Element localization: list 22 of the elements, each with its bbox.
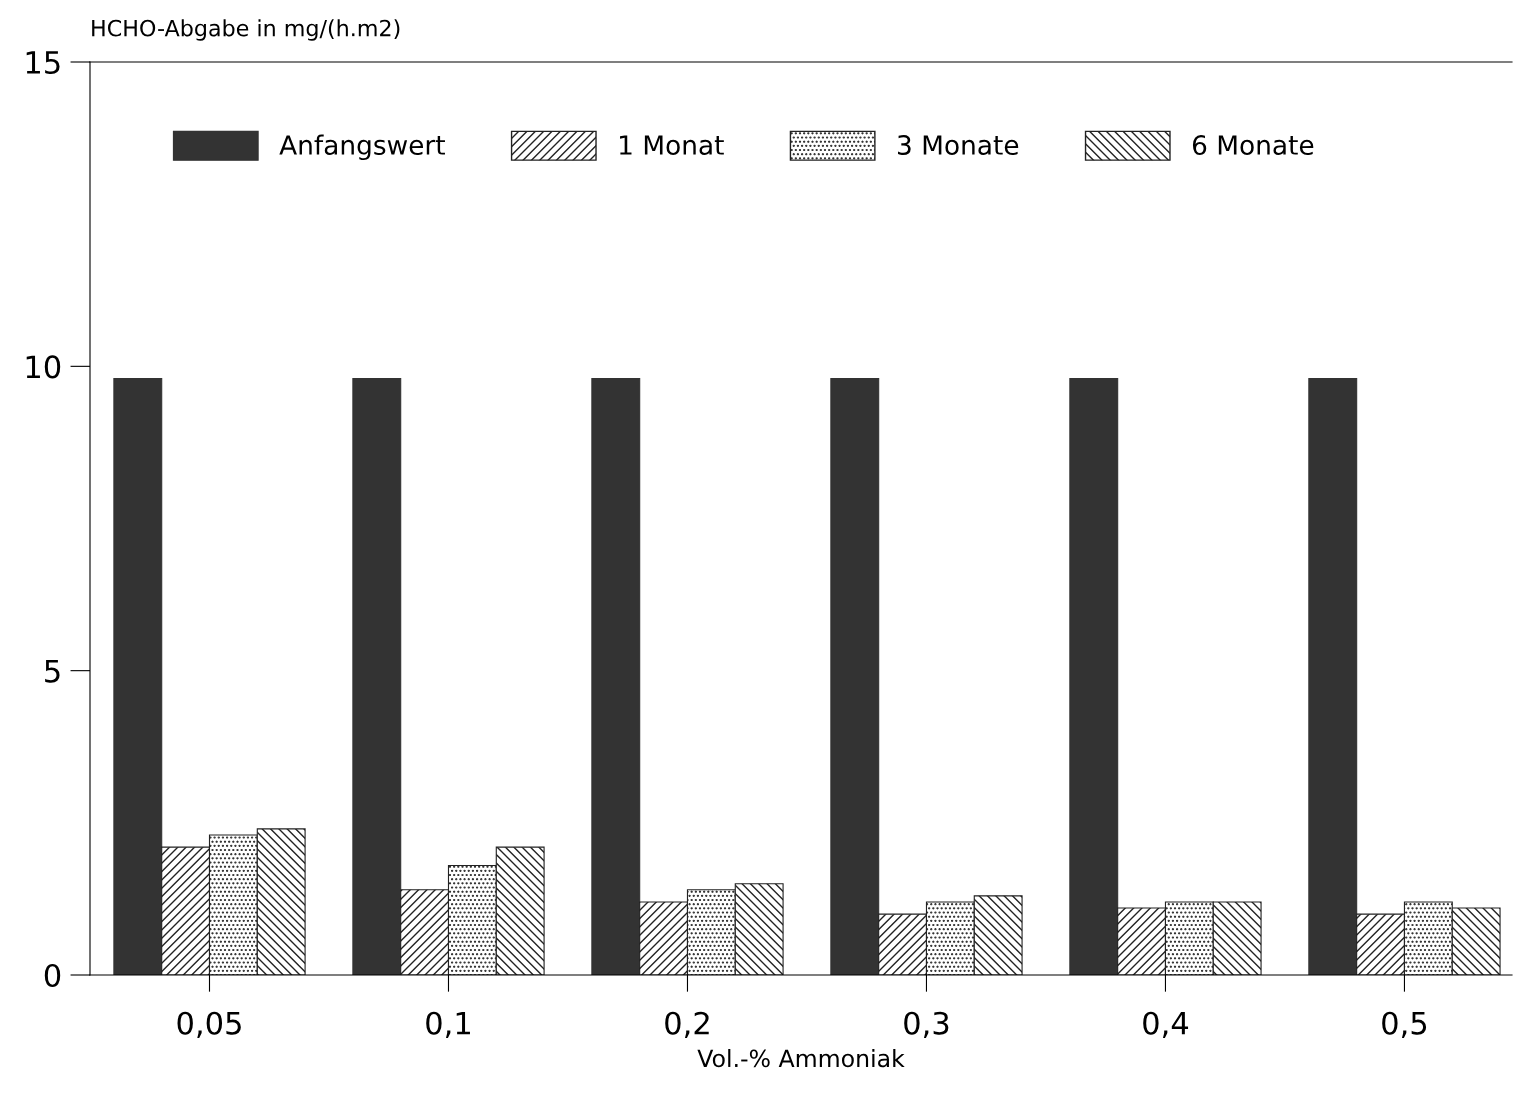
x-tick-label: 0,1 [426, 1011, 470, 1038]
bar [591, 377, 641, 975]
y-tick-label: 5 [45, 660, 60, 683]
x-tick-label: 0,05 [177, 1011, 241, 1038]
x-tick-label: 0,2 [665, 1011, 709, 1038]
x-tick-label: 0,5 [1382, 1011, 1427, 1038]
x-axis-title: Vol.-% Ammoniak [697, 1049, 905, 1068]
legend-label: 6 Monate [1192, 135, 1314, 155]
x-tick-label: 0,3 [904, 1011, 949, 1038]
legend-label: Anfangswert [279, 134, 445, 161]
legend-label: 3 Monate [898, 135, 1019, 155]
bar [113, 377, 163, 975]
y-tick-label: 10 [26, 355, 61, 379]
bar [352, 377, 402, 975]
y-tick-label: 0 [44, 963, 61, 988]
bar [830, 377, 880, 975]
y-axis-title: HCHO-Abgabe in mg/(h.m2) [92, 19, 400, 41]
legend-label: 1 Monat [620, 135, 724, 155]
x-tick-label: 0,4 [1143, 1011, 1189, 1038]
bar [1069, 377, 1119, 975]
bar [1308, 377, 1358, 975]
y-tick-label: 15 [26, 51, 60, 75]
